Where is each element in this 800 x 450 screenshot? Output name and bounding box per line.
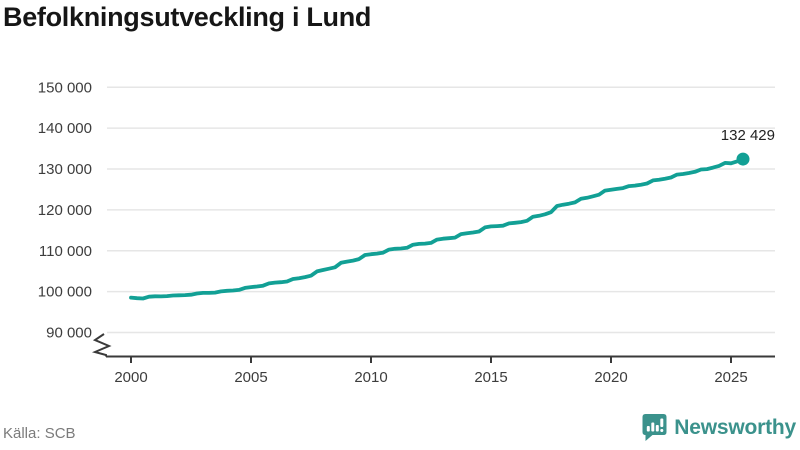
y-axis-tick-label: 100 000: [38, 284, 92, 301]
x-axis-tick-label: 2005: [234, 369, 267, 386]
y-axis-tick-label: 110 000: [39, 243, 92, 260]
source-attribution: Källa: SCB: [3, 425, 76, 442]
population-series-line: [129, 157, 745, 301]
end-value-label: 132 429: [721, 127, 775, 144]
page-title: Befolkningsutveckling i Lund: [3, 2, 372, 32]
series-end-dot: [736, 152, 750, 166]
x-axis-tick-label: 2020: [594, 369, 627, 386]
newsworthy-wordmark: Newsworthy: [674, 415, 796, 439]
axis-break-zigzag: [91, 333, 112, 357]
y-axis-tick-label: 150 000: [38, 79, 92, 96]
x-axis-tick-label: 2000: [114, 369, 147, 386]
newsworthy-logo[interactable]: Newsworthy: [642, 414, 796, 441]
y-axis-tick-label: 130 000: [38, 161, 92, 178]
x-axis-tick-label: 2010: [354, 369, 387, 386]
chart-generated: 90 000 100 000 110 000 120 000 130 000 140 00…: [38, 79, 775, 386]
newsworthy-icon: [642, 414, 667, 441]
x-axis-tick-label: 2025: [714, 369, 747, 386]
y-axis-tick-label: 90 000: [46, 325, 92, 342]
y-axis-tick-label: 140 000: [38, 120, 92, 137]
y-axis-tick-label: 120 000: [38, 202, 92, 219]
x-axis-tick-label: 2015: [474, 369, 507, 386]
